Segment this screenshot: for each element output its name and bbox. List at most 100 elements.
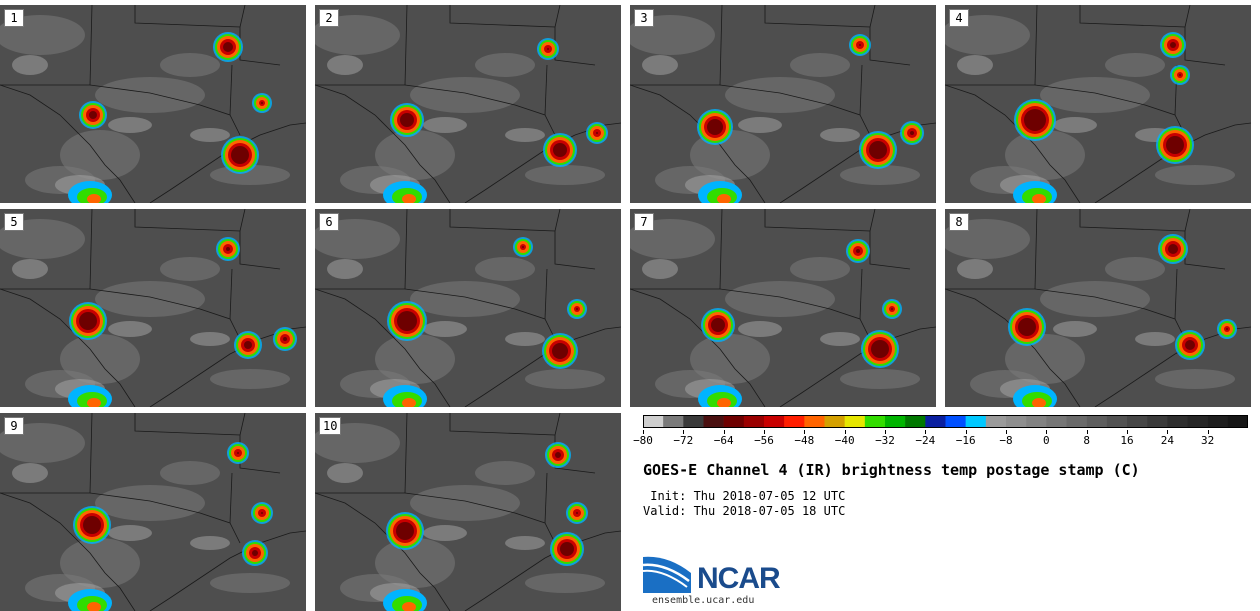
state-border: [315, 84, 451, 203]
state-border: [89, 492, 241, 544]
storm-center: [79, 312, 97, 330]
init-time: Init: Thu 2018-07-05 12 UTC: [643, 489, 846, 503]
colorbar-segment: [1026, 415, 1047, 428]
storm-center: [576, 308, 578, 310]
colorbar-segment: [1086, 415, 1108, 428]
cloud-patch: [738, 117, 782, 133]
panel-number-label: 2: [319, 9, 339, 27]
state-border: [0, 288, 136, 407]
convection-south-center: [402, 398, 416, 407]
state-border: [630, 288, 766, 407]
cloud-patch: [725, 77, 835, 113]
cloud-patch: [690, 334, 770, 384]
cloud-patch: [642, 259, 678, 279]
colorbar-segment: [864, 415, 886, 428]
panel-number-label: 7: [634, 213, 654, 231]
state-border: [239, 413, 246, 436]
storm-center: [83, 516, 101, 534]
cloud-patch: [725, 281, 835, 317]
cloud-patch: [505, 332, 545, 346]
postage-stamp-panel: 1: [0, 5, 306, 203]
state-border: [859, 268, 863, 320]
convection-south-center: [402, 602, 416, 611]
colorbar-segment: [663, 415, 684, 428]
colorbar-segment: [925, 415, 946, 428]
storm-center: [856, 249, 860, 253]
satellite-map: [315, 413, 621, 611]
cloud-patch: [190, 128, 230, 142]
cloud-patch: [957, 259, 993, 279]
colorbar-segment: [1227, 415, 1248, 428]
storm-center: [576, 512, 578, 514]
state-border: [719, 84, 871, 136]
storm-center: [859, 44, 861, 46]
panel-number-label: 8: [949, 213, 969, 231]
ensemble-url: ensemble.ucar.edu: [652, 595, 755, 606]
state-border: [229, 64, 233, 116]
postage-stamp-panel: 10: [315, 413, 621, 611]
storm-center: [560, 542, 574, 556]
cloud-patch: [327, 463, 363, 483]
storm-center: [552, 343, 568, 359]
cloud-patch: [60, 538, 140, 588]
cloud-patch: [1053, 321, 1097, 337]
cloud-patch: [1053, 117, 1097, 133]
cloud-patch: [210, 573, 290, 593]
cloud-patch: [525, 165, 605, 185]
storm-center: [596, 132, 598, 134]
colorbar-segment: [1066, 415, 1087, 428]
colorbar-segment: [824, 415, 845, 428]
storm-center: [261, 512, 263, 514]
panel-number-label: 4: [949, 9, 969, 27]
convection-south-center: [717, 194, 731, 203]
colorbar-segment: [683, 415, 704, 428]
colorbar-tick-label: 16: [1120, 434, 1134, 447]
cloud-patch: [475, 461, 535, 485]
colorbar-tick-label: −32: [875, 434, 895, 447]
storm-center: [252, 550, 258, 556]
colorbar-segment: [804, 415, 825, 428]
state-border: [554, 5, 561, 28]
colorbar-tick-label: −16: [955, 434, 976, 447]
colorbar-segment: [1127, 415, 1148, 428]
colorbar-segment: [844, 415, 866, 428]
colorbar-segment: [885, 415, 906, 428]
colorbar-tick: [1207, 430, 1209, 434]
colorbar-segment: [1167, 415, 1188, 428]
storm-center: [396, 522, 414, 540]
colorbar-tick: [844, 430, 846, 434]
colorbar-tick: [925, 430, 927, 434]
cloud-patch: [1155, 369, 1235, 389]
cloud-patch: [327, 259, 363, 279]
colorbar-tick-label: −72: [673, 434, 694, 447]
state-border: [1174, 268, 1178, 320]
colorbar-segment: [1187, 415, 1208, 428]
cloud-patch: [790, 53, 850, 77]
satellite-map: [945, 5, 1251, 203]
colorbar-tick: [764, 430, 765, 434]
colorbar-segment: [1147, 415, 1168, 428]
colorbar-tick: [643, 430, 644, 434]
colorbar-ticks: −80 −72 −64 −56 −48 −40 −32 −24 −16 −8 0 8 16 24 32: [633, 430, 1248, 450]
state-border: [1184, 209, 1191, 232]
cloud-patch: [738, 321, 782, 337]
storm-center: [400, 113, 414, 127]
state-border: [229, 472, 233, 524]
storm-center: [397, 311, 417, 331]
colorbar-tick: [683, 430, 685, 434]
cloud-patch: [1155, 165, 1235, 185]
cloud-patch: [375, 334, 455, 384]
cloud-patch: [1005, 130, 1085, 180]
convection-south-center: [87, 194, 101, 203]
state-border: [544, 268, 548, 320]
cloud-patch: [60, 130, 140, 180]
colorbar-tick-label: −48: [794, 434, 815, 447]
satellite-map: [630, 209, 936, 407]
storm-center: [1226, 328, 1228, 330]
cloud-patch: [108, 117, 152, 133]
colorbar-tick: [885, 430, 886, 434]
cloud-patch: [160, 257, 220, 281]
postage-stamp-panel: 6: [315, 209, 621, 407]
valid-time: Valid: Thu 2018-07-05 18 UTC: [643, 504, 846, 518]
panel-number-label: 9: [4, 417, 24, 435]
